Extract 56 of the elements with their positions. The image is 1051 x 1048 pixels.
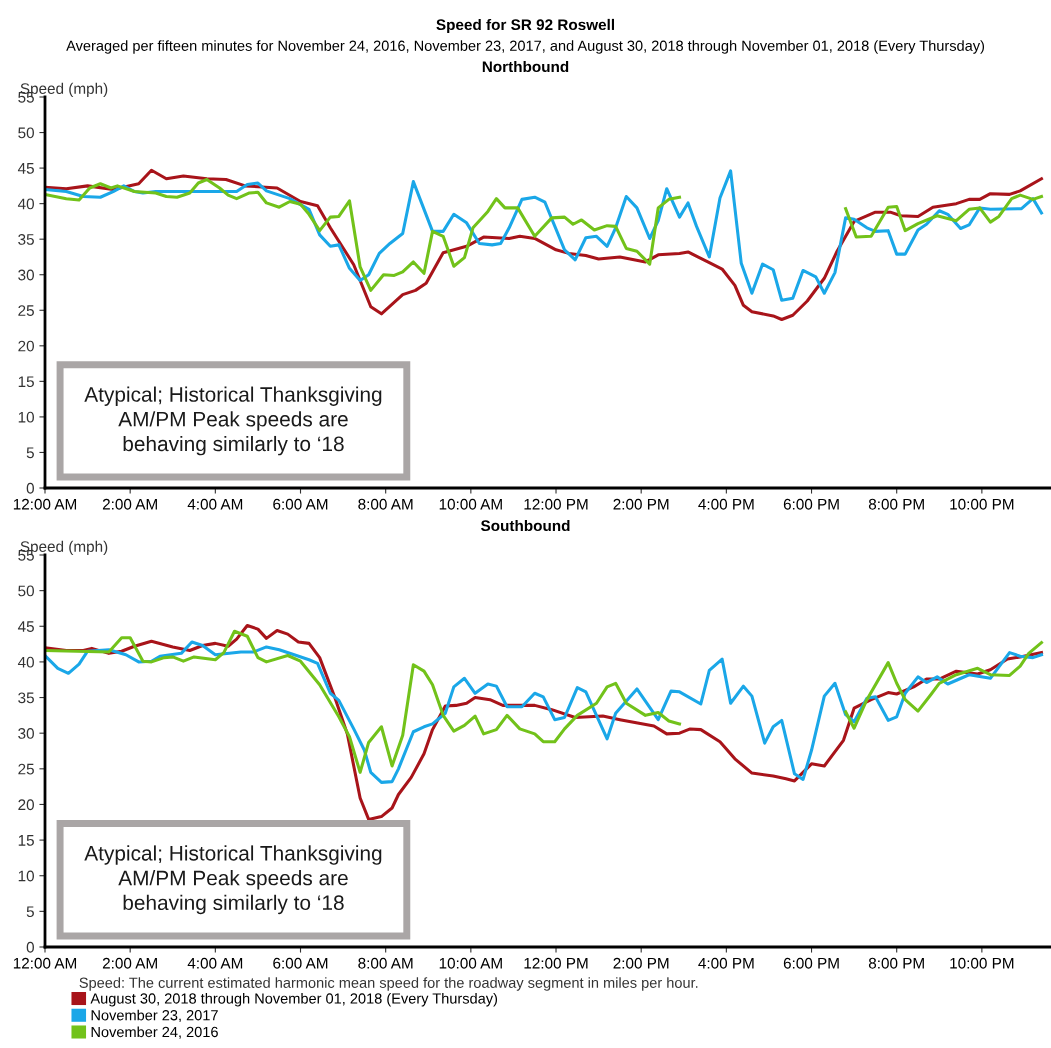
annotation: Atypical; Historical Thanksgiving AM/PM Peak speeds are behaving similarly to ‘18 (84, 845, 382, 915)
y-tick-label: 35 (18, 692, 34, 704)
x-tick-label: 2:00 AM (102, 957, 157, 969)
y-tick-label: 0 (26, 482, 34, 494)
x-tick-label: 12:00 PM (524, 957, 588, 969)
chart-subtitle: Averaged per fifteen minutes for November 24, 2016, November 23, 2017, and August 30, 2018 through November 01, 2018 (Every Thursday) (66, 40, 985, 54)
y-tick-label: 40 (17, 198, 34, 210)
x-tick-label: 4:00 AM (187, 498, 243, 510)
x-tick-label: 6:00 AM (273, 957, 328, 969)
y-tick-label: 40 (17, 656, 34, 668)
x-tick-label: 12:00 AM (13, 498, 77, 510)
x-tick-label: 4:00 PM (698, 498, 754, 510)
x-tick-label: 4:00 PM (698, 957, 754, 969)
y-tick-label: 25 (18, 305, 34, 316)
legend-label: November 24, 2016 (91, 1026, 218, 1039)
x-tick-label: 2:00 PM (613, 498, 669, 510)
x-tick-label: 10:00 AM (439, 498, 502, 510)
annotation: Atypical; Historical Thanksgiving AM/PM Peak speeds are behaving similarly to ‘18 (84, 386, 382, 456)
x-tick-label: 6:00 AM (273, 498, 328, 510)
x-tick-label: 4:00 AM (187, 957, 243, 969)
legend-label: August 30, 2018 through November 01, 2018 (Every Thursday) (90, 992, 498, 1007)
x-tick-label: 12:00 AM (13, 957, 77, 969)
chart-title: Southbound (480, 519, 570, 532)
y-tick-label: 10 (18, 870, 34, 882)
x-tick-label: 10:00 PM (950, 957, 1014, 969)
y-tick-label: 20 (18, 799, 34, 811)
x-tick-label: 2:00 AM (102, 498, 157, 510)
y-tick-label: 20 (18, 340, 34, 352)
text: Speed: The current estimated harmonic mean speed for the roadway segment in miles per hour. (79, 977, 698, 991)
x-tick-label: 8:00 PM (868, 498, 924, 510)
y-tick-label: 35 (18, 234, 34, 245)
chart-title: Speed for SR 92 Roswell (436, 18, 614, 34)
y-tick-label: 45 (17, 621, 34, 632)
y-tick-label: 0 (26, 941, 34, 953)
y-tick-label: 50 (18, 127, 34, 139)
y-tick-label: 30 (18, 269, 34, 281)
y-tick-label: 5 (26, 906, 34, 918)
y-tick-label: 15 (18, 376, 34, 388)
x-tick-label: 8:00 AM (358, 957, 413, 969)
text: Northbound (482, 60, 569, 73)
y-tick-label: 50 (18, 585, 34, 597)
y-tick-label: 25 (18, 763, 34, 775)
x-tick-label: 6:00 PM (783, 957, 839, 969)
x-tick-label: 2:00 PM (613, 957, 669, 969)
x-tick-label: 10:00 PM (950, 498, 1014, 510)
y-tick-label: 30 (18, 728, 34, 739)
y-tick-label: 5 (26, 447, 34, 459)
legend-label: November 23, 2017 (91, 1009, 218, 1023)
x-tick-label: 8:00 PM (868, 957, 924, 969)
x-tick-label: 10:00 AM (439, 957, 502, 969)
x-tick-label: 12:00 PM (524, 498, 588, 510)
x-tick-label: 6:00 PM (783, 498, 839, 510)
y-tick-label: 15 (18, 835, 34, 846)
y-tick-label: 45 (17, 163, 34, 174)
y-tick-label: 10 (18, 411, 34, 423)
x-tick-label: 8:00 AM (358, 498, 413, 510)
